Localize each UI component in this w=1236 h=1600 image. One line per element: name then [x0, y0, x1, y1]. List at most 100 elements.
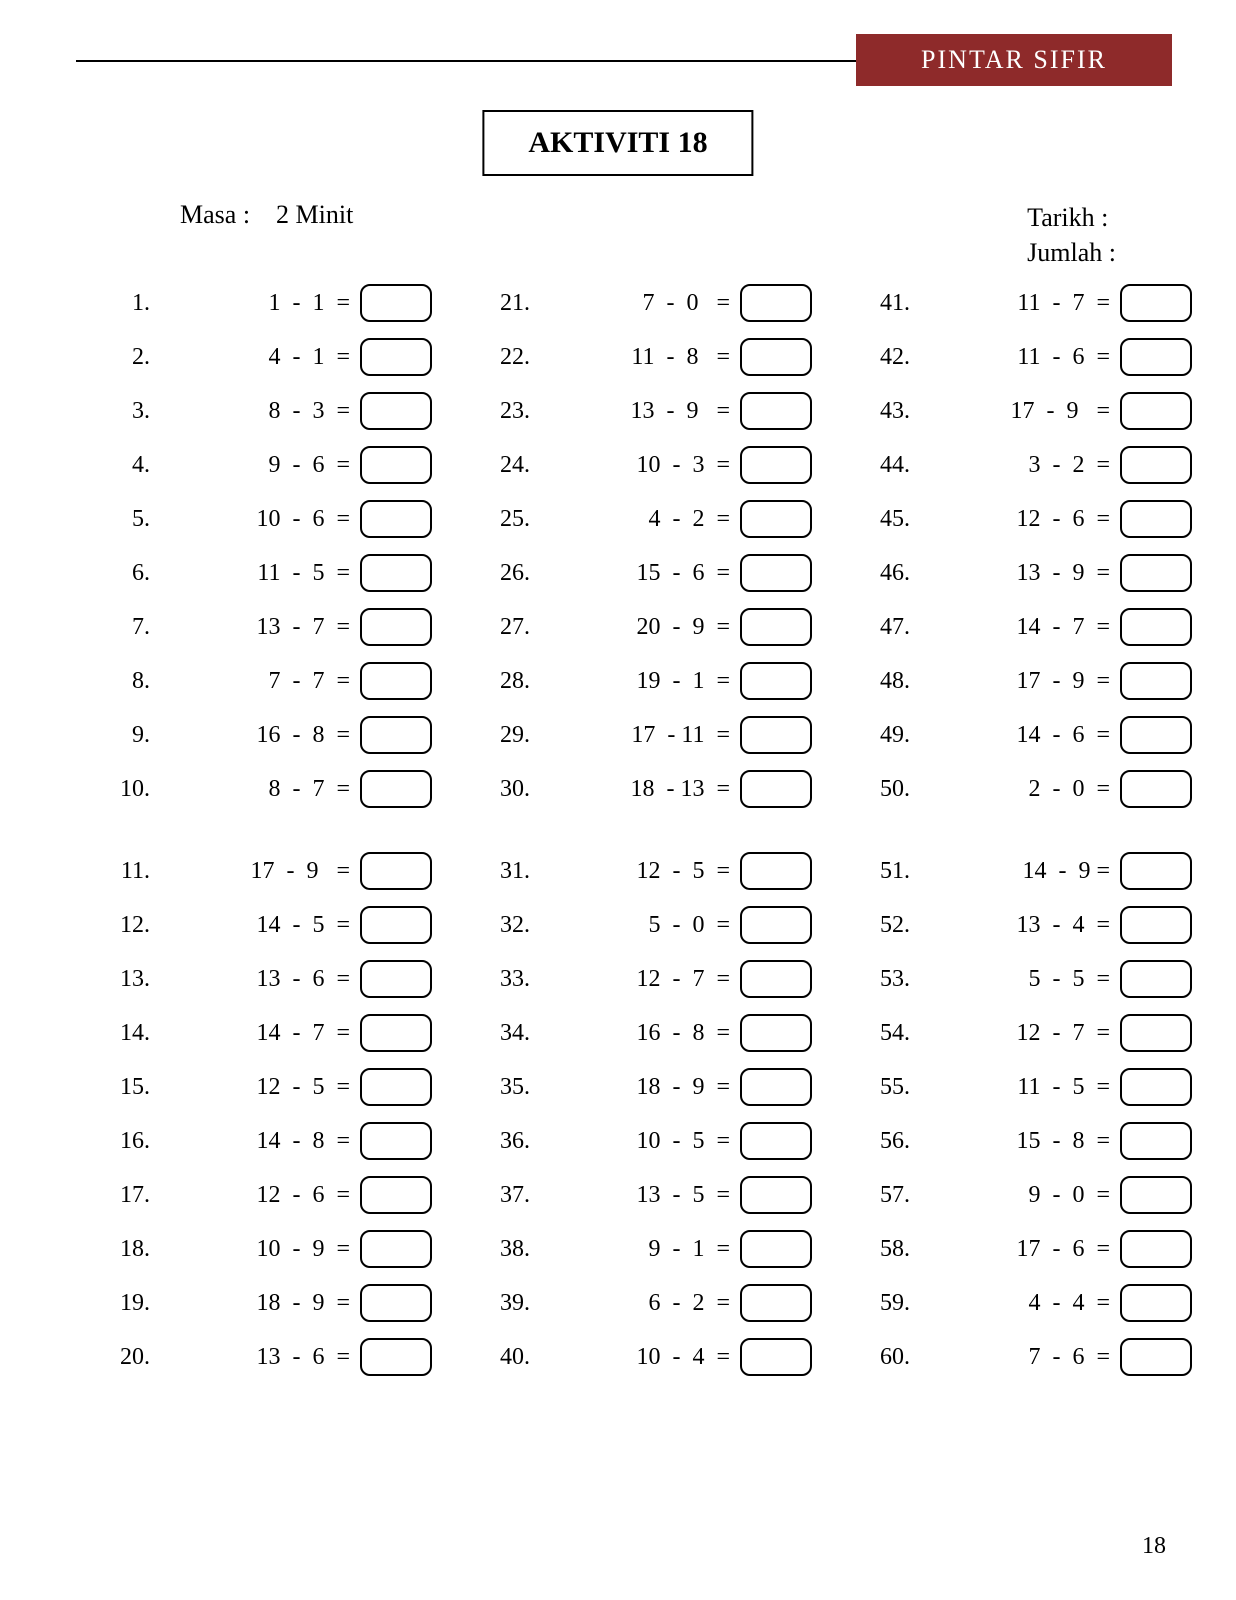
problem-number: 2.: [100, 344, 164, 371]
answer-box[interactable]: [1120, 338, 1192, 376]
problem-expression: 7 - 6 =: [924, 1344, 1120, 1371]
answer-box[interactable]: [740, 1176, 812, 1214]
problem-expression: 10 - 6 =: [164, 506, 360, 533]
problem-expression: 10 - 3 =: [544, 452, 740, 479]
answer-box[interactable]: [1120, 960, 1192, 998]
answer-box[interactable]: [1120, 446, 1192, 484]
answer-box[interactable]: [740, 500, 812, 538]
answer-box[interactable]: [740, 608, 812, 646]
answer-box[interactable]: [740, 1122, 812, 1160]
answer-box[interactable]: [360, 662, 432, 700]
answer-box[interactable]: [740, 906, 812, 944]
answer-box[interactable]: [1120, 906, 1192, 944]
answer-box[interactable]: [740, 446, 812, 484]
problem-number: 49.: [860, 722, 924, 749]
answer-box[interactable]: [740, 1284, 812, 1322]
answer-box[interactable]: [1120, 852, 1192, 890]
answer-box[interactable]: [360, 1230, 432, 1268]
answer-box[interactable]: [360, 1338, 432, 1376]
problem-number: 4.: [100, 452, 164, 479]
answer-box[interactable]: [740, 770, 812, 808]
problem-expression: 13 - 9 =: [544, 398, 740, 425]
problem-number: 17.: [100, 1182, 164, 1209]
answer-box[interactable]: [360, 716, 432, 754]
problem-number: 27.: [480, 614, 544, 641]
answer-box[interactable]: [1120, 770, 1192, 808]
answer-box[interactable]: [1120, 1068, 1192, 1106]
problem-expression: 14 - 7 =: [924, 614, 1120, 641]
problem-row: 19.18 - 9 =: [100, 1276, 432, 1330]
answer-box[interactable]: [360, 446, 432, 484]
answer-box[interactable]: [740, 392, 812, 430]
answer-box[interactable]: [740, 960, 812, 998]
problem-expression: 13 - 4 =: [924, 912, 1120, 939]
problem-number: 20.: [100, 1344, 164, 1371]
problem-number: 1.: [100, 290, 164, 317]
answer-box[interactable]: [740, 1068, 812, 1106]
problem-number: 59.: [860, 1290, 924, 1317]
problem-row: 47.14 - 7 =: [860, 600, 1192, 654]
answer-box[interactable]: [360, 338, 432, 376]
answer-box[interactable]: [1120, 608, 1192, 646]
problem-expression: 15 - 6 =: [544, 560, 740, 587]
answer-box[interactable]: [1120, 554, 1192, 592]
meta-masa: Masa : 2 Minit: [180, 200, 353, 230]
answer-box[interactable]: [360, 392, 432, 430]
problem-row: 2.4 - 1 =: [100, 330, 432, 384]
problem-number: 18.: [100, 1236, 164, 1263]
answer-box[interactable]: [360, 960, 432, 998]
problem-expression: 14 - 6 =: [924, 722, 1120, 749]
problem-number: 56.: [860, 1128, 924, 1155]
answer-box[interactable]: [740, 284, 812, 322]
answer-box[interactable]: [740, 554, 812, 592]
answer-box[interactable]: [1120, 284, 1192, 322]
answer-box[interactable]: [740, 1230, 812, 1268]
answer-box[interactable]: [1120, 1122, 1192, 1160]
answer-box[interactable]: [740, 716, 812, 754]
problem-expression: 18 - 9 =: [164, 1290, 360, 1317]
answer-box[interactable]: [740, 1014, 812, 1052]
answer-box[interactable]: [1120, 500, 1192, 538]
answer-box[interactable]: [360, 906, 432, 944]
answer-box[interactable]: [360, 770, 432, 808]
answer-box[interactable]: [1120, 1176, 1192, 1214]
answer-box[interactable]: [360, 1122, 432, 1160]
answer-box[interactable]: [360, 852, 432, 890]
answer-box[interactable]: [740, 338, 812, 376]
problem-number: 60.: [860, 1344, 924, 1371]
problem-expression: 11 - 5 =: [924, 1074, 1120, 1101]
problem-number: 16.: [100, 1128, 164, 1155]
problem-expression: 8 - 7 =: [164, 776, 360, 803]
answer-box[interactable]: [360, 500, 432, 538]
answer-box[interactable]: [360, 608, 432, 646]
answer-box[interactable]: [740, 852, 812, 890]
problem-expression: 9 - 1 =: [544, 1236, 740, 1263]
answer-box[interactable]: [1120, 662, 1192, 700]
problem-row: 37.13 - 5 =: [480, 1168, 812, 1222]
answer-box[interactable]: [1120, 1284, 1192, 1322]
problem-expression: 3 - 2 =: [924, 452, 1120, 479]
answer-box[interactable]: [1120, 392, 1192, 430]
problem-expression: 14 - 5 =: [164, 912, 360, 939]
answer-box[interactable]: [360, 1176, 432, 1214]
answer-box[interactable]: [740, 662, 812, 700]
answer-box[interactable]: [1120, 1014, 1192, 1052]
answer-box[interactable]: [360, 1068, 432, 1106]
answer-box[interactable]: [360, 1284, 432, 1322]
answer-box[interactable]: [360, 284, 432, 322]
answer-box[interactable]: [1120, 1338, 1192, 1376]
answer-box[interactable]: [360, 1014, 432, 1052]
problem-expression: 11 - 8 =: [544, 344, 740, 371]
problem-number: 3.: [100, 398, 164, 425]
answer-box[interactable]: [1120, 1230, 1192, 1268]
answer-box[interactable]: [740, 1338, 812, 1376]
answer-box[interactable]: [360, 554, 432, 592]
answer-box[interactable]: [1120, 716, 1192, 754]
problem-number: 8.: [100, 668, 164, 695]
problem-number: 33.: [480, 966, 544, 993]
problem-row: 20.13 - 6 =: [100, 1330, 432, 1384]
column-2: 21.7 - 0 =22.11 - 8 =23.13 - 9 =24.10 - …: [480, 276, 812, 1384]
problem-row: 5.10 - 6 =: [100, 492, 432, 546]
problem-number: 30.: [480, 776, 544, 803]
column-3: 41.11 - 7 =42.11 - 6 =43.17 - 9 =44.3 - …: [860, 276, 1192, 1384]
